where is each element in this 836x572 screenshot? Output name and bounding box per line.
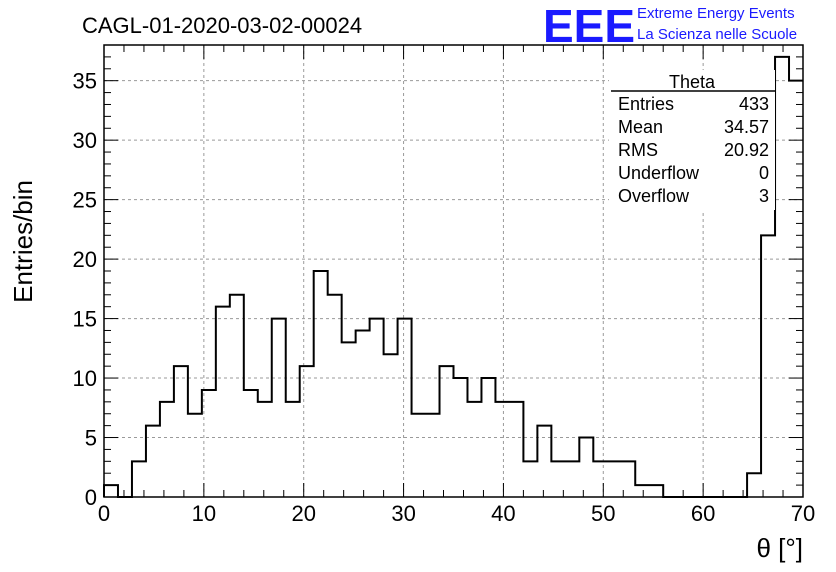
histogram-line <box>103 55 803 498</box>
grid <box>104 45 803 497</box>
stats-box-background <box>609 70 775 210</box>
y-tick-label: 25 <box>73 188 97 213</box>
y-tick-label: 10 <box>73 366 97 391</box>
stats-row-label: Mean <box>618 117 663 137</box>
logo-line-2: La Scienza nelle Scuole <box>637 26 797 43</box>
eee-logo: EEE Extreme Energy Events La Scienza nel… <box>543 0 797 52</box>
y-axis-label: Entries/bin <box>8 180 38 303</box>
x-axis-label: θ [°] <box>756 533 803 563</box>
stats-row-label: Overflow <box>618 186 690 206</box>
logo-line-1: Extreme Energy Events <box>637 5 795 22</box>
y-tick-label: 35 <box>73 69 97 94</box>
logo-mark: EEE <box>543 0 635 52</box>
stats-row-value: 433 <box>739 94 769 114</box>
stats-row-value: 3 <box>759 186 769 206</box>
x-tick-label: 20 <box>291 501 315 526</box>
stats-rows: Entries 433 Mean 34.57 RMS 20.92 Underflow 0 Ove… <box>618 94 769 206</box>
y-tick-label: 5 <box>85 426 97 451</box>
x-tick-label: 50 <box>591 501 615 526</box>
stats-row-label: Underflow <box>618 163 700 183</box>
x-tick-label: 10 <box>192 501 216 526</box>
x-tick-label: 30 <box>391 501 415 526</box>
y-tick-label: 30 <box>73 128 97 153</box>
stats-box-title: Theta <box>669 72 716 92</box>
stats-row-label: RMS <box>618 140 658 160</box>
x-tick-label: 40 <box>491 501 515 526</box>
stats-box: Theta Entries 433 Mean 34.57 RMS 20.92 Underfl… <box>609 70 775 210</box>
x-tick-label: 70 <box>791 501 815 526</box>
stats-row-label: Entries <box>618 94 674 114</box>
stats-row-value: 20.92 <box>724 140 769 160</box>
y-tick-label: 20 <box>73 247 97 272</box>
y-tick-label: 15 <box>73 307 97 332</box>
chart-title: CAGL-01-2020-03-02-00024 <box>82 13 362 38</box>
stats-row-value: 34.57 <box>724 117 769 137</box>
stats-row-value: 0 <box>759 163 769 183</box>
x-tick-label: 0 <box>98 501 110 526</box>
y-tick-label: 0 <box>85 485 97 510</box>
x-tick-label: 60 <box>691 501 715 526</box>
